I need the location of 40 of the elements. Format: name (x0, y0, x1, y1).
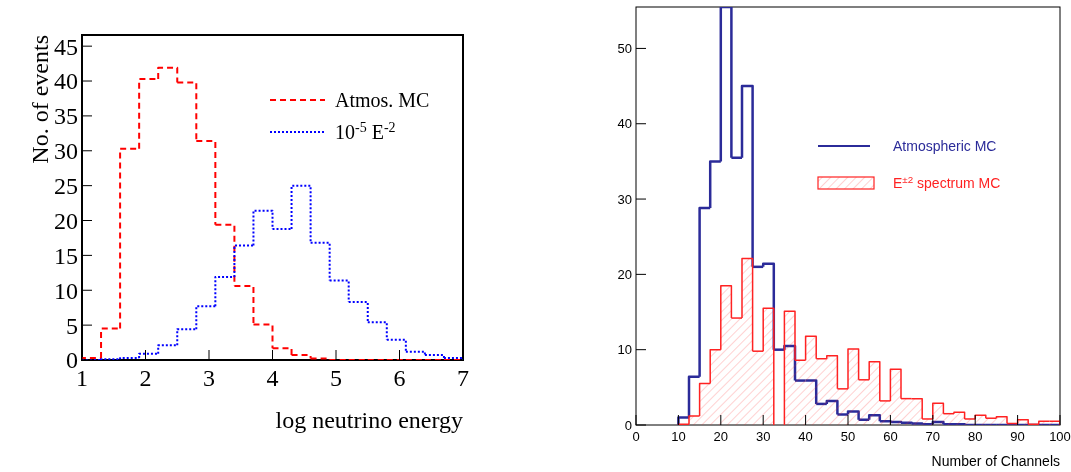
x-tick-label: 2 (139, 365, 152, 391)
y-tick-label: 40 (54, 68, 78, 95)
y-tick-label: 50 (617, 40, 632, 56)
y-tick-label: 25 (54, 173, 78, 200)
x-tick-label: 3 (203, 365, 215, 391)
x-tick-label: 60 (883, 429, 898, 444)
y-tick-label: 30 (617, 191, 632, 207)
y-tick-label: 35 (54, 103, 78, 130)
y-tick-label: 20 (617, 266, 632, 282)
y-tick-label: 5 (66, 312, 78, 339)
y-tick-label: 0 (66, 347, 78, 374)
y-tick-label: 30 (54, 138, 78, 165)
y-tick-label: 0 (624, 417, 632, 433)
y-tick-label: 20 (54, 207, 78, 234)
x-axis-title: Number of Channels (931, 453, 1060, 469)
y-tick-label: 45 (54, 33, 78, 60)
legend-label: E$^{±2}$ spectrum MC (893, 173, 1001, 191)
legend-label: Atmospheric MC (893, 137, 997, 154)
y-tick-label: 10 (617, 342, 632, 358)
x-tick-label: 4 (266, 365, 279, 391)
x-tick-label: 90 (1010, 429, 1025, 444)
x-tick-label: 40 (798, 429, 813, 444)
x-tick-label: 20 (713, 429, 729, 444)
legend-label: 10$^{-5}$ E$^{-2}$ (335, 119, 396, 143)
x-tick-label: 50 (840, 429, 856, 444)
y-tick-label: 10 (54, 277, 78, 304)
y-tick-label: 40 (617, 116, 632, 132)
x-axis-title: log neutrino energy (275, 407, 463, 433)
x-tick-label: 100 (1049, 429, 1071, 444)
x-tick-label: 80 (967, 429, 983, 444)
x-tick-label: 30 (755, 429, 771, 444)
x-tick-label: 6 (393, 365, 406, 391)
x-tick-label: 7 (457, 365, 469, 391)
legend-label: Atmos. MC (335, 89, 430, 111)
x-tick-label: 10 (671, 429, 686, 444)
y-axis-title: No. of events (27, 35, 53, 164)
x-tick-label: 1 (76, 365, 88, 391)
y-tick-label: 15 (54, 242, 78, 269)
x-tick-label: 5 (330, 365, 342, 391)
x-tick-label: 70 (925, 429, 941, 444)
